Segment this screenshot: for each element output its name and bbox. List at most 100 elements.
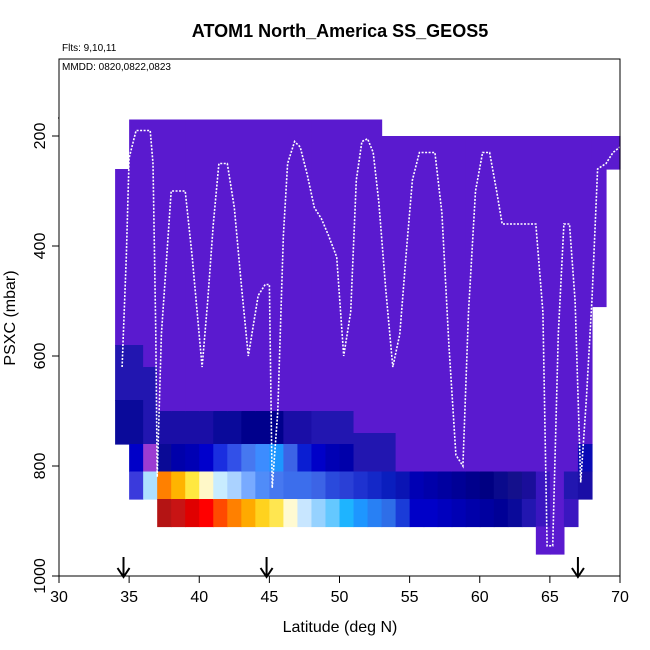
heatmap-cell (367, 499, 383, 528)
heatmap-cell (451, 136, 467, 473)
heatmap-cell (241, 411, 256, 445)
heatmap-cell (227, 411, 242, 445)
x-tick-label: 40 (190, 589, 208, 606)
heatmap-cell (381, 471, 397, 500)
heatmap-cell (129, 471, 144, 500)
x-tick-label: 55 (401, 589, 419, 606)
heatmap-cell (311, 411, 327, 445)
flight-track-line (121, 129, 621, 547)
heatmap-cell (423, 499, 439, 528)
heatmap-cell (507, 471, 523, 500)
heatmap-cell (199, 119, 214, 412)
heatmap-cell (213, 411, 228, 445)
heatmap-cell (479, 499, 495, 528)
y-tick-label: 600 (32, 343, 49, 370)
heatmap-cell (409, 136, 425, 473)
heatmap-cell (227, 471, 242, 500)
heatmap-cell (381, 499, 397, 528)
heatmap-cell (521, 136, 537, 473)
heatmap-cell (227, 444, 242, 473)
heatmap-cell (157, 119, 172, 412)
heatmap-cell (479, 136, 495, 473)
y-tick-label: 800 (32, 453, 49, 480)
heatmap-cell (269, 119, 284, 412)
heatmap-cell (199, 411, 214, 445)
flight-arrow (571, 557, 585, 579)
heatmap-cell (171, 444, 186, 473)
heatmap-cell (395, 136, 411, 473)
heatmap-cell (577, 471, 593, 500)
flight-arrow (259, 557, 274, 579)
heatmap-cells (115, 119, 621, 555)
heatmap-cell (199, 499, 214, 528)
x-tick-label: 30 (50, 589, 68, 606)
heatmap-cell (325, 471, 341, 500)
heatmap-cell (353, 119, 369, 434)
heatmap-cell (549, 136, 565, 528)
x-tick-label: 45 (260, 589, 278, 606)
heatmap-cell (507, 499, 523, 528)
x-tick-label: 65 (541, 589, 559, 606)
heatmap-cell (311, 471, 327, 500)
y-axis: 200 400 600 800 1000 (32, 117, 59, 594)
heatmap-cell (143, 444, 158, 473)
heatmap-cell (283, 499, 299, 528)
flights-annotation: Flts: 9,10,11 (62, 43, 117, 54)
heatmap-cell (367, 119, 383, 434)
heatmap-cell (605, 136, 621, 170)
heatmap-cell (185, 499, 200, 528)
heatmap-cell (269, 471, 284, 500)
heatmap-cell (339, 411, 355, 445)
x-axis-label: Latitude (deg N) (283, 619, 398, 636)
heatmap-cell (339, 444, 355, 473)
heatmap-cell (297, 119, 313, 412)
heatmap-cell (339, 499, 355, 528)
heatmap-cell (353, 471, 369, 500)
heatmap-cell (115, 400, 130, 445)
heatmap-cell (437, 471, 453, 500)
heatmap-cell (213, 471, 228, 500)
heatmap-cell (255, 471, 270, 500)
heatmap-cell (171, 471, 186, 500)
y-tick-label: 400 (32, 233, 49, 260)
heatmap-cell (143, 367, 158, 445)
heatmap-cell (325, 119, 341, 412)
heatmap-cell (395, 471, 411, 500)
heatmap-cell (381, 433, 397, 473)
heatmap-cell (353, 499, 369, 528)
chart-title: ATOM1 North_America SS_GEOS5 (192, 21, 488, 41)
heatmap-cell (143, 471, 158, 500)
flight-arrows (116, 557, 585, 579)
x-tick-label: 60 (471, 589, 489, 606)
heatmap-cell (465, 499, 481, 528)
x-axis: 30 35 40 45 50 55 60 65 70 (50, 576, 629, 606)
heatmap-cell (563, 499, 579, 528)
heatmap-cell (241, 499, 256, 528)
heatmap-cell (591, 136, 607, 308)
y-axis-label: PSXC (mbar) (2, 270, 19, 365)
heatmap-cell (493, 136, 509, 473)
heatmap-cell (157, 499, 172, 528)
heatmap-cell (381, 136, 397, 434)
heatmap-cell (255, 444, 270, 473)
heatmap-cell (185, 471, 200, 500)
heatmap-cell (255, 119, 270, 412)
heatmap-cell (129, 400, 144, 445)
heatmap-cell (311, 499, 327, 528)
heatmap-cell (115, 345, 130, 401)
heatmap-cell (325, 444, 341, 473)
heatmap-cell (325, 411, 341, 445)
heatmap-cell (311, 119, 327, 412)
heatmap-cell (171, 119, 186, 412)
heatmap-cell (437, 136, 453, 473)
heatmap-cell (129, 119, 144, 346)
heatmap-cell (535, 136, 551, 473)
heatmap-cell (535, 526, 551, 555)
heatmap-cell (241, 444, 256, 473)
heatmap-cell (479, 471, 495, 500)
heatmap-cell (423, 136, 439, 473)
heatmap-cell (409, 471, 425, 500)
heatmap-cell (493, 499, 509, 528)
x-tick-label: 70 (611, 589, 629, 606)
